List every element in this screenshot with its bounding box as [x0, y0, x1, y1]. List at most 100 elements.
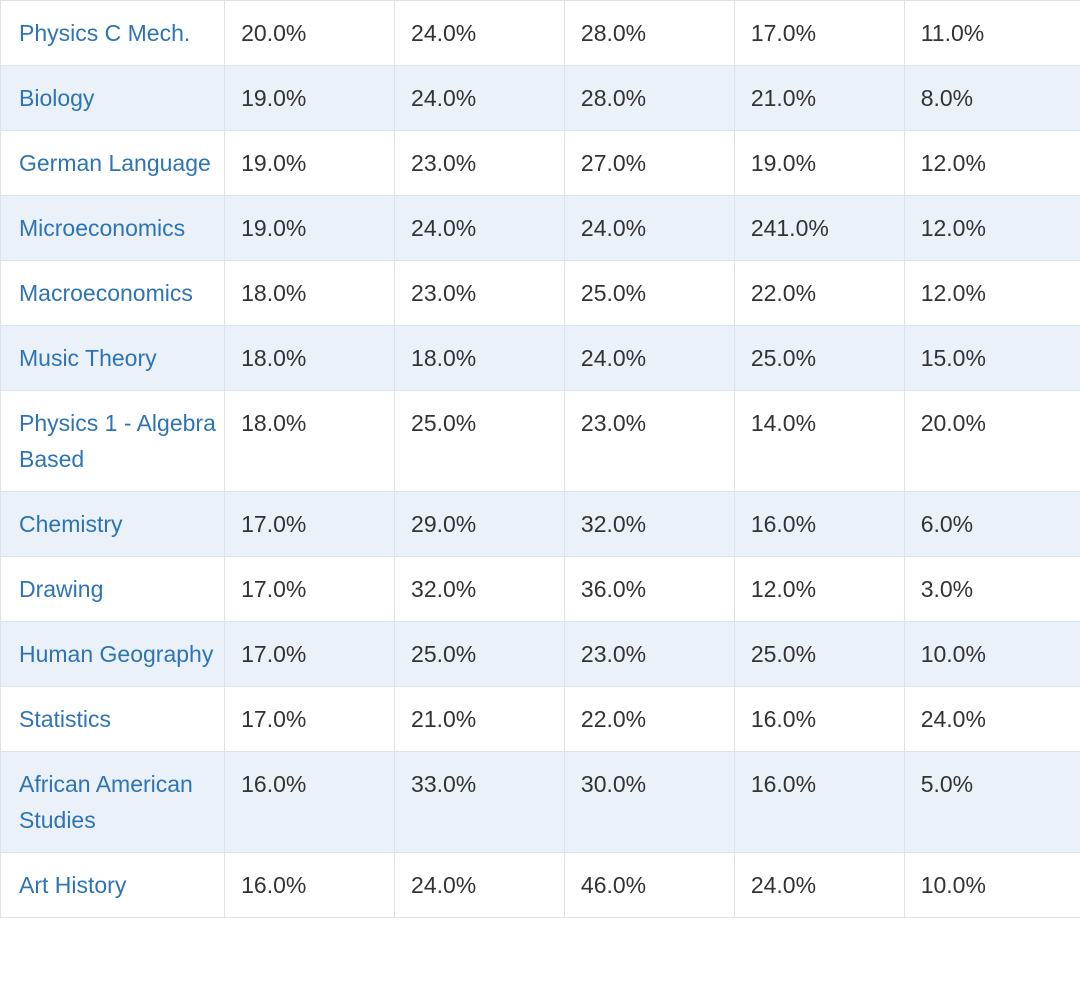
percentage-cell: 24.0% [394, 195, 565, 261]
percentage-cell: 20.0% [224, 0, 396, 66]
percentage-cell: 22.0% [733, 260, 905, 326]
percentage-cell: 12.0% [903, 195, 1080, 261]
percentage-cell: 24.0% [394, 852, 565, 918]
percentage-cell: 24.0% [733, 852, 905, 918]
percentage-cell: 16.0% [733, 751, 905, 853]
percentage-cell: 19.0% [224, 65, 396, 131]
percentage-cell: 19.0% [224, 195, 396, 261]
percentage-cell: 11.0% [903, 0, 1080, 66]
table-row: German Language 19.0% 23.0% 27.0% 19.0% 12.0% [0, 130, 1080, 196]
percentage-cell: 17.0% [224, 491, 396, 557]
subject-cell: Music Theory [0, 325, 226, 391]
percentage-cell: 18.0% [224, 325, 396, 391]
subject-link[interactable]: Macroeconomics [19, 280, 193, 306]
score-distribution-table: Physics C Mech. 20.0% 24.0% 28.0% 17.0% 11.0%… [0, 0, 1080, 918]
table-row: Art History 16.0% 24.0% 46.0% 24.0% 10.0% [0, 852, 1080, 918]
percentage-cell: 10.0% [903, 852, 1080, 918]
percentage-cell: 25.0% [563, 260, 735, 326]
subject-link[interactable]: African American Studies [19, 771, 193, 833]
percentage-cell: 25.0% [394, 390, 565, 492]
subject-link[interactable]: Art History [19, 872, 127, 898]
table-row: Physics 1 - Algebra Based 18.0% 25.0% 23.0%… [0, 390, 1080, 492]
percentage-cell: 32.0% [394, 556, 565, 622]
subject-cell: Biology [0, 65, 226, 131]
subject-cell: Drawing [0, 556, 226, 622]
percentage-cell: 241.0% [733, 195, 905, 261]
percentage-cell: 14.0% [733, 390, 905, 492]
percentage-cell: 16.0% [733, 686, 905, 752]
percentage-cell: 17.0% [224, 556, 396, 622]
subject-link[interactable]: Drawing [19, 576, 104, 602]
subject-link[interactable]: Music Theory [19, 345, 157, 371]
percentage-cell: 17.0% [733, 0, 905, 66]
percentage-cell: 28.0% [563, 0, 735, 66]
percentage-cell: 25.0% [733, 621, 905, 687]
table-row: Macroeconomics 18.0% 23.0% 25.0% 22.0% 12.0% [0, 260, 1080, 326]
percentage-cell: 25.0% [733, 325, 905, 391]
percentage-cell: 24.0% [394, 65, 565, 131]
table-row: Human Geography 17.0% 25.0% 23.0% 25.0% 10.0% [0, 621, 1080, 687]
subject-cell: Physics C Mech. [0, 0, 226, 66]
percentage-cell: 18.0% [394, 325, 565, 391]
table-row: Biology 19.0% 24.0% 28.0% 21.0% 8.0% [0, 65, 1080, 131]
table-row: Statistics 17.0% 21.0% 22.0% 16.0% 24.0% [0, 686, 1080, 752]
subject-link[interactable]: Microeconomics [19, 215, 186, 241]
percentage-cell: 30.0% [563, 751, 735, 853]
table-row: Physics C Mech. 20.0% 24.0% 28.0% 17.0% 11.0% [0, 0, 1080, 66]
percentage-cell: 23.0% [394, 260, 565, 326]
percentage-cell: 20.0% [903, 390, 1080, 492]
subject-link[interactable]: Physics C Mech. [19, 20, 191, 46]
subject-cell: Art History [0, 852, 226, 918]
percentage-cell: 27.0% [563, 130, 735, 196]
subject-link[interactable]: Statistics [19, 706, 112, 732]
subject-cell: Statistics [0, 686, 226, 752]
percentage-cell: 32.0% [563, 491, 735, 557]
percentage-cell: 17.0% [224, 686, 396, 752]
table-body: Physics C Mech. 20.0% 24.0% 28.0% 17.0% 11.0%… [0, 0, 1080, 918]
table-row: Drawing 17.0% 32.0% 36.0% 12.0% 3.0% [0, 556, 1080, 622]
percentage-cell: 46.0% [563, 852, 735, 918]
percentage-cell: 36.0% [563, 556, 735, 622]
table-row: Microeconomics 19.0% 24.0% 24.0% 241.0% 12.0% [0, 195, 1080, 261]
subject-cell: Macroeconomics [0, 260, 226, 326]
subject-cell: Chemistry [0, 491, 226, 557]
percentage-cell: 22.0% [563, 686, 735, 752]
percentage-cell: 15.0% [903, 325, 1080, 391]
subject-link[interactable]: Chemistry [19, 511, 123, 537]
percentage-cell: 16.0% [224, 751, 396, 853]
subject-link[interactable]: Biology [19, 85, 95, 111]
percentage-cell: 16.0% [733, 491, 905, 557]
percentage-cell: 19.0% [733, 130, 905, 196]
table-row: Chemistry 17.0% 29.0% 32.0% 16.0% 6.0% [0, 491, 1080, 557]
percentage-cell: 21.0% [394, 686, 565, 752]
percentage-cell: 29.0% [394, 491, 565, 557]
percentage-cell: 12.0% [733, 556, 905, 622]
percentage-cell: 24.0% [394, 0, 565, 66]
subject-cell: Human Geography [0, 621, 226, 687]
subject-cell: Microeconomics [0, 195, 226, 261]
percentage-cell: 19.0% [224, 130, 396, 196]
subject-cell: African American Studies [0, 751, 226, 853]
percentage-cell: 17.0% [224, 621, 396, 687]
subject-cell: German Language [0, 130, 226, 196]
percentage-cell: 18.0% [224, 260, 396, 326]
subject-link[interactable]: Human Geography [19, 641, 214, 667]
percentage-cell: 21.0% [733, 65, 905, 131]
subject-link[interactable]: Physics 1 - Algebra Based [19, 410, 216, 472]
percentage-cell: 12.0% [903, 260, 1080, 326]
percentage-cell: 12.0% [903, 130, 1080, 196]
subject-cell: Physics 1 - Algebra Based [0, 390, 226, 492]
subject-link[interactable]: German Language [19, 150, 211, 176]
percentage-cell: 33.0% [394, 751, 565, 853]
percentage-cell: 23.0% [563, 390, 735, 492]
percentage-cell: 23.0% [563, 621, 735, 687]
table-row: Music Theory 18.0% 18.0% 24.0% 25.0% 15.0% [0, 325, 1080, 391]
percentage-cell: 24.0% [903, 686, 1080, 752]
percentage-cell: 23.0% [394, 130, 565, 196]
percentage-cell: 28.0% [563, 65, 735, 131]
percentage-cell: 16.0% [224, 852, 396, 918]
percentage-cell: 8.0% [903, 65, 1080, 131]
percentage-cell: 18.0% [224, 390, 396, 492]
percentage-cell: 3.0% [903, 556, 1080, 622]
